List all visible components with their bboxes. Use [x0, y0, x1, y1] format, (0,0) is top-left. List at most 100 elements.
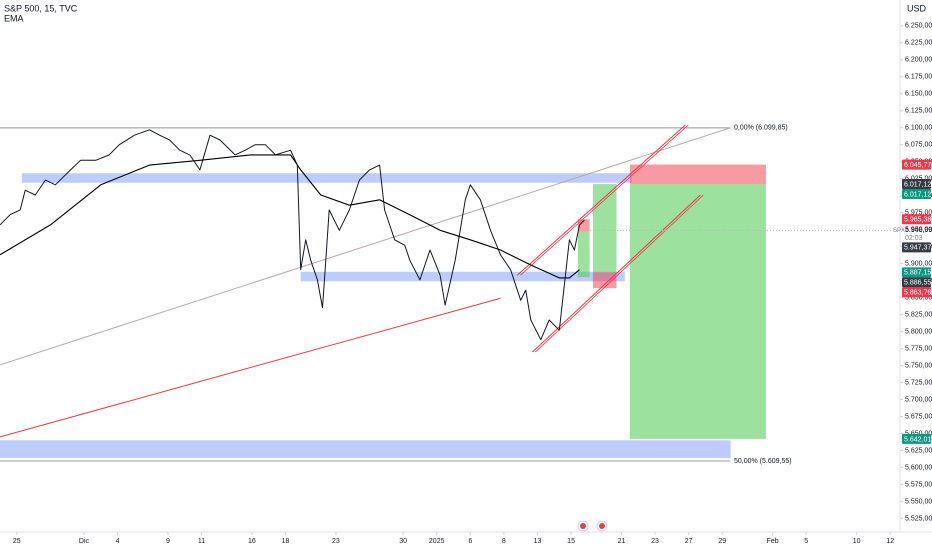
trend-line: [516, 124, 686, 276]
trend-line-edge: [520, 124, 689, 276]
y-tick-label: 6.075,00: [905, 142, 932, 149]
price-tag: [902, 433, 931, 444]
y-tick-label: 6.025,00: [905, 176, 932, 183]
time-axis-panel: [0, 532, 932, 550]
price-tag: [902, 277, 931, 288]
currency: USD: [907, 3, 927, 13]
x-tick-label: Feb: [767, 538, 779, 545]
x-tick-label: 15: [567, 538, 575, 545]
position-target: [577, 231, 590, 278]
x-tick-label: 6: [468, 538, 472, 545]
last-price-symbol: SPX: [893, 228, 905, 234]
y-tick-label: 5.775,00: [905, 345, 932, 352]
x-tick-label: 4: [116, 538, 120, 545]
chart-title: S&P 500, 15, TVC: [4, 3, 78, 13]
y-tick-label: 5.600,00: [905, 464, 932, 471]
y-tick-label: 5.900,00: [905, 260, 932, 267]
y-tick-label: 6.175,00: [905, 74, 932, 81]
y-tick-label: 5.800,00: [905, 328, 932, 335]
trend-line: [0, 297, 501, 438]
trend-line-edge: [535, 194, 704, 353]
y-tick-label: 5.650,00: [905, 430, 932, 437]
fib-label: 50,00% (5.609,55): [734, 458, 792, 465]
x-tick-label: 29: [718, 538, 726, 545]
x-tick-label: Dic: [79, 538, 90, 545]
x-tick-label: 13: [534, 538, 542, 545]
ema-line: [0, 154, 580, 279]
y-tick-label: 5.825,00: [905, 311, 932, 318]
y-tick-label: 5.675,00: [905, 413, 932, 420]
zone: [0, 440, 731, 458]
position-target: [629, 184, 766, 439]
position-stop: [577, 219, 590, 232]
price-tag: [902, 159, 931, 170]
price-tag: [902, 189, 931, 200]
x-tick-label: 16: [248, 538, 256, 545]
trend-line: [0, 127, 731, 366]
x-tick-label: 5: [804, 538, 808, 545]
price-tag: [902, 242, 931, 253]
price-tag-label: 5.965,38: [904, 217, 931, 224]
y-tick-label: 5.750,00: [905, 362, 932, 369]
y-tick-label: 5.625,00: [905, 447, 932, 454]
price-tag-label: 5.887,15: [904, 270, 931, 277]
fib-label: 0,00% (6.099,85): [734, 125, 788, 132]
x-tick-label: 8: [502, 538, 506, 545]
trend-line: [532, 194, 701, 353]
indicator-label: EMA: [4, 13, 24, 23]
x-tick-label: 25: [13, 538, 21, 545]
axes: 6.250,00 6.225,00 6.200,00 6.175,00 6.150,00…: [13, 23, 932, 545]
event-icon-flag: [599, 523, 605, 529]
y-tick-label: 5.850,00: [905, 294, 932, 301]
y-tick-label: 6.125,00: [905, 108, 932, 115]
zone: [300, 271, 625, 282]
last-price-label: 5.948,99: [905, 227, 932, 234]
y-tick-label: 6.200,00: [905, 57, 932, 64]
price-tag-label: 6.017,12: [904, 181, 931, 188]
price-tag-label: 5.886,55: [904, 280, 931, 287]
price-tag-label: 6.017,12: [904, 191, 931, 198]
price-tag: [902, 214, 931, 225]
y-tick-label: 5.975,00: [905, 210, 932, 217]
y-tick-label: 6.250,00: [905, 23, 932, 30]
position-stop: [592, 272, 617, 289]
price-tag: [902, 287, 931, 298]
x-tick-label: 21: [618, 538, 626, 545]
y-tick-label: 6.100,00: [905, 125, 932, 132]
price-tag-label: 5.642,01: [904, 436, 931, 443]
y-tick-label: 5.700,00: [905, 396, 932, 403]
price-tag-label: 5.863,76: [904, 290, 931, 297]
x-tick-label: 10: [853, 538, 861, 545]
price-tag-label: 6.045,77: [904, 162, 931, 169]
y-tick-label: 5.525,00: [905, 515, 932, 522]
y-tick-label: 5.550,00: [905, 498, 932, 505]
y-tick-label: 5.575,00: [905, 481, 932, 488]
position-target: [592, 184, 617, 273]
x-tick-label: 2025: [429, 538, 445, 545]
event-icon-flag: [580, 523, 586, 529]
price-tag: [902, 267, 931, 278]
y-tick-label: 5.725,00: [905, 379, 932, 386]
y-tick-label: 5.950,00: [905, 226, 932, 233]
x-tick-label: 9: [166, 538, 170, 545]
countdown: 02:03: [905, 235, 923, 242]
price-line: [0, 129, 585, 341]
x-tick-label: 18: [282, 538, 290, 545]
position-stop: [629, 164, 766, 185]
plot-area: 0,00% (6.099,85) 50,00% (5.609,55): [0, 124, 792, 465]
price-tag-label: 5.947,37: [904, 245, 931, 252]
x-tick-label: 23: [332, 538, 340, 545]
x-tick-label: 12: [886, 538, 894, 545]
x-tick-label: 30: [399, 538, 407, 545]
y-tick-label: 6.150,00: [905, 91, 932, 98]
y-tick-label: 6.225,00: [905, 40, 932, 47]
x-tick-label: 23: [651, 538, 659, 545]
x-tick-label: 27: [685, 538, 693, 545]
event-icons[interactable]: [577, 520, 608, 532]
x-tick-label: 11: [198, 538, 205, 545]
price-tag: [902, 179, 931, 190]
zone: [21, 173, 632, 183]
